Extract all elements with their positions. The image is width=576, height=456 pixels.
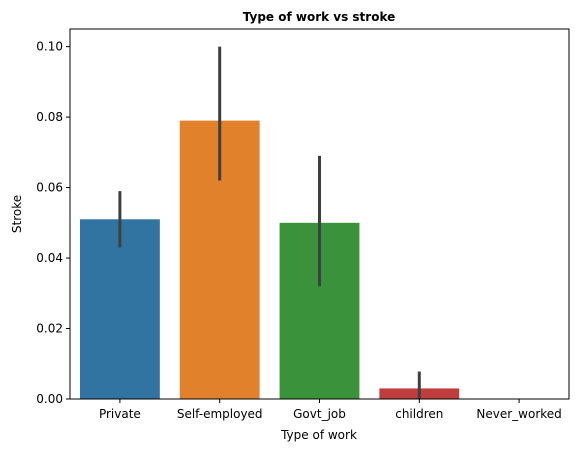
x-tick-label: Govt_job: [293, 407, 346, 421]
y-tick-label: 0.02: [36, 322, 63, 336]
bars-layer: [79, 120, 460, 399]
y-axis-label: Stroke: [10, 195, 24, 233]
y-tick-label: 0.00: [36, 392, 63, 406]
x-tick-label: Never_worked: [476, 407, 561, 421]
x-tick-label: children: [395, 407, 443, 421]
y-axis: 0.00 0.02 0.04 0.06 0.08 0.10: [36, 40, 70, 406]
y-tick-label: 0.04: [36, 251, 63, 265]
bar-private: [79, 219, 160, 399]
x-axis-label: Type of work: [280, 428, 357, 442]
chart-title: Type of work vs stroke: [243, 10, 396, 24]
y-tick-label: 0.08: [36, 110, 63, 124]
x-tick-label: Private: [99, 407, 141, 421]
y-tick-label: 0.10: [36, 40, 63, 54]
x-axis: Private Self-employed Govt_job children Neve…: [99, 399, 562, 421]
error-bars-layer: [118, 46, 421, 399]
x-tick-label: Self-employed: [177, 407, 263, 421]
y-tick-label: 0.06: [36, 181, 63, 195]
